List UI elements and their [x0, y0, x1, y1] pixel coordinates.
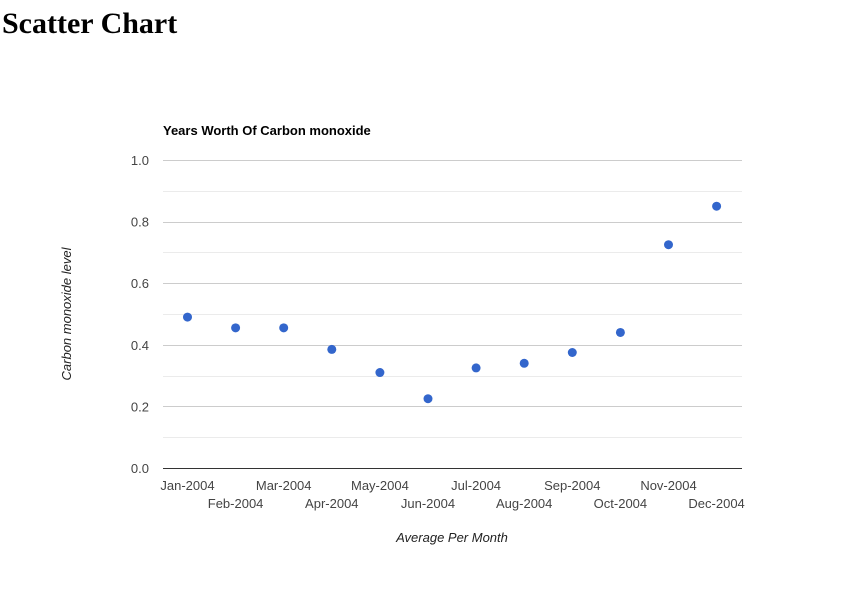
x-tick-label: Mar-2004 — [256, 478, 312, 493]
y-tick-label: 0.6 — [131, 276, 149, 291]
y-axis-title: Carbon monoxide level — [59, 246, 74, 380]
data-point[interactable] — [183, 312, 192, 322]
x-tick-label: Sep-2004 — [544, 478, 600, 493]
data-point[interactable] — [712, 201, 722, 211]
data-point[interactable] — [231, 323, 241, 333]
data-point[interactable] — [327, 344, 337, 354]
x-tick-label: Aug-2004 — [496, 496, 552, 511]
y-axis-tick-labels: 0.0 0.2 0.4 0.6 0.8 1.0 — [131, 153, 149, 476]
x-axis-tick-labels: Jan-2004 Feb-2004 Mar-2004 Apr-2004 May-2004… — [160, 478, 744, 511]
data-point[interactable] — [664, 240, 673, 250]
data-point[interactable] — [567, 348, 577, 357]
x-tick-label: Jun-2004 — [401, 496, 455, 511]
data-points — [183, 201, 722, 404]
x-tick-label: Dec-2004 — [688, 496, 744, 511]
x-tick-label: Nov-2004 — [640, 478, 696, 493]
chart-title: Years Worth Of Carbon monoxide — [163, 123, 371, 138]
x-tick-label: Oct-2004 — [594, 496, 647, 511]
x-tick-label: Jan-2004 — [160, 478, 214, 493]
x-axis-title: Average Per Month — [395, 530, 508, 545]
data-point[interactable] — [519, 358, 529, 368]
x-tick-label: Jul-2004 — [451, 478, 501, 493]
x-tick-label: Apr-2004 — [305, 496, 358, 511]
y-tick-label: 0.2 — [131, 399, 149, 414]
data-point[interactable] — [615, 327, 625, 337]
grid-lines — [163, 160, 742, 469]
y-tick-label: 0.8 — [131, 215, 149, 230]
data-point[interactable] — [471, 363, 481, 373]
y-tick-label: 1.0 — [131, 153, 149, 168]
y-tick-label: 0.4 — [131, 338, 149, 353]
x-tick-label: May-2004 — [351, 478, 409, 493]
data-point[interactable] — [375, 368, 385, 378]
x-tick-label: Feb-2004 — [208, 496, 264, 511]
data-point[interactable] — [279, 323, 289, 333]
y-tick-label: 0.0 — [131, 461, 149, 476]
page-heading: Scatter Chart — [2, 7, 178, 40]
data-point[interactable] — [423, 394, 433, 404]
